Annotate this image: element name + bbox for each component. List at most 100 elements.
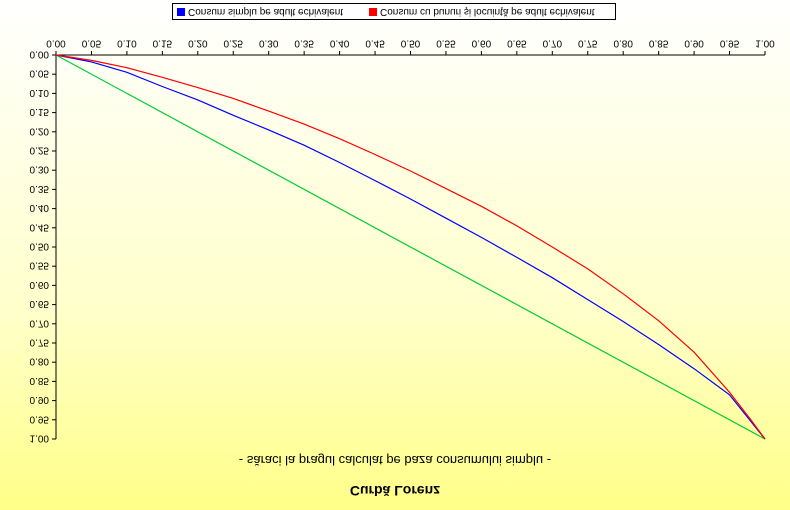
series-line-3 bbox=[55, 54, 766, 440]
chart-title-wrap: Curbă Lorenz bbox=[350, 483, 440, 499]
y-tick-label: 0.70 bbox=[30, 317, 50, 328]
y-tick-label-wrap: 0.05 bbox=[30, 68, 50, 79]
legend-label-series-2-wrap: Consum cu bunuri şi locuinţă pe adult ec… bbox=[380, 6, 595, 17]
x-tick-label: 0.05 bbox=[82, 38, 102, 49]
series-layer bbox=[55, 54, 766, 440]
legend-label-series-1-wrap: Consum simplu pe adult echivalent bbox=[188, 6, 343, 17]
x-tick-label: 0.60 bbox=[472, 38, 492, 49]
x-tick-label-wrap: 0.55 bbox=[436, 38, 456, 49]
x-tick-label: 0.00 bbox=[46, 38, 66, 49]
x-tick-label-wrap: 0.30 bbox=[259, 38, 279, 49]
x-tick-label: 0.20 bbox=[188, 38, 208, 49]
y-tick-label-wrap: 0.20 bbox=[30, 125, 50, 136]
y-tick-label: 0.45 bbox=[30, 221, 50, 232]
y-tick-label-wrap: 0.35 bbox=[30, 183, 50, 194]
y-tick-label-wrap: 0.55 bbox=[30, 260, 50, 271]
legend-label-series-2: Consum cu bunuri şi locuinţă pe adult ec… bbox=[380, 6, 595, 17]
y-tick-label-wrap: 0.65 bbox=[30, 298, 50, 309]
y-tick-label: 0.75 bbox=[30, 337, 50, 348]
x-tick-label-wrap: 0.25 bbox=[224, 38, 244, 49]
y-tick-label: 0.15 bbox=[30, 106, 50, 117]
y-tick-label-wrap: 0.50 bbox=[30, 241, 50, 252]
legend-label-series-1: Consum simplu pe adult echivalent bbox=[188, 6, 343, 17]
x-tick-label: 0.90 bbox=[684, 38, 704, 49]
chart-title: Curbă Lorenz bbox=[350, 483, 440, 499]
x-tick-label-wrap: 1.00 bbox=[755, 38, 775, 49]
x-tick-label: 0.80 bbox=[613, 38, 633, 49]
y-tick-label-wrap: 0.45 bbox=[30, 221, 50, 232]
x-tick-label-wrap: 0.80 bbox=[613, 38, 633, 49]
y-tick-label: 0.60 bbox=[30, 279, 50, 290]
x-tick-label: 0.75 bbox=[578, 38, 598, 49]
y-tick-label-wrap: 0.00 bbox=[30, 49, 50, 60]
x-tick-label: 0.85 bbox=[649, 38, 669, 49]
y-tick-label: 0.10 bbox=[30, 87, 50, 98]
y-tick-label: 1.00 bbox=[30, 433, 50, 444]
y-tick-label: 0.05 bbox=[30, 68, 50, 79]
y-tick-label-wrap: 0.25 bbox=[30, 145, 50, 156]
x-tick-label-wrap: 0.75 bbox=[578, 38, 598, 49]
legend: Consum simplu pe adult echivalent Consum… bbox=[172, 3, 616, 20]
x-tick-label: 0.70 bbox=[543, 38, 563, 49]
y-tick-label-wrap: 1.00 bbox=[30, 433, 50, 444]
y-tick-label: 0.85 bbox=[30, 375, 50, 386]
chart-subtitle: - săraci la pragul calculat pe baza cons… bbox=[239, 453, 551, 468]
y-tick-label-wrap: 0.70 bbox=[30, 317, 50, 328]
x-tick-label-wrap: 0.40 bbox=[330, 38, 350, 49]
y-tick-label: 0.50 bbox=[30, 241, 50, 252]
series-line-1 bbox=[55, 54, 766, 440]
y-tick-label: 0.25 bbox=[30, 145, 50, 156]
x-tick-label: 0.45 bbox=[365, 38, 385, 49]
x-tick-label: 0.95 bbox=[720, 38, 740, 49]
x-axis: 0.00 0.05 0.10 0.15 0.20 0.25 0.30 0.35 0.40 0.45… bbox=[46, 38, 775, 56]
x-tick-label-wrap: 0.20 bbox=[188, 38, 208, 49]
y-tick-label-wrap: 0.85 bbox=[30, 375, 50, 386]
x-tick-label-wrap: 0.65 bbox=[507, 38, 527, 49]
legend-swatch-series-1 bbox=[177, 8, 185, 16]
y-tick-label-wrap: 0.30 bbox=[30, 164, 50, 175]
x-tick-label-wrap: 0.45 bbox=[365, 38, 385, 49]
x-tick-label: 0.55 bbox=[436, 38, 456, 49]
y-tick-label-wrap: 0.15 bbox=[30, 106, 50, 117]
x-tick-label-wrap: 0.60 bbox=[472, 38, 492, 49]
x-tick-label: 0.25 bbox=[224, 38, 244, 49]
x-tick-label-wrap: 0.10 bbox=[117, 38, 137, 49]
x-tick-label: 0.30 bbox=[259, 38, 279, 49]
x-tick-label: 0.15 bbox=[153, 38, 173, 49]
x-tick-label-wrap: 0.35 bbox=[294, 38, 314, 49]
y-tick-label-wrap: 0.40 bbox=[30, 202, 50, 213]
x-tick-label: 0.35 bbox=[294, 38, 314, 49]
chart-subtitle-wrap: - săraci la pragul calculat pe baza cons… bbox=[239, 453, 551, 468]
y-tick-label: 0.80 bbox=[30, 356, 50, 367]
y-tick-label: 0.00 bbox=[30, 49, 50, 60]
x-tick-label-wrap: 0.95 bbox=[720, 38, 740, 49]
y-tick-label: 0.65 bbox=[30, 298, 50, 309]
y-axis: 0.00 0.05 0.10 0.15 0.20 0.25 0.30 0.35 0.40 0.45… bbox=[30, 49, 57, 444]
x-tick-label-wrap: 0.05 bbox=[82, 38, 102, 49]
y-tick-label: 0.20 bbox=[30, 125, 50, 136]
y-tick-label: 0.40 bbox=[30, 202, 50, 213]
x-tick-label: 0.50 bbox=[401, 38, 421, 49]
x-tick-label: 0.40 bbox=[330, 38, 350, 49]
series-line-2 bbox=[55, 54, 766, 440]
y-tick-label-wrap: 0.10 bbox=[30, 87, 50, 98]
y-tick-label-wrap: 0.90 bbox=[30, 394, 50, 405]
x-tick-label: 1.00 bbox=[755, 38, 775, 49]
y-tick-label: 0.95 bbox=[30, 413, 50, 424]
y-tick-label: 0.55 bbox=[30, 260, 50, 271]
x-tick-label: 0.65 bbox=[507, 38, 527, 49]
x-tick-label-wrap: 0.00 bbox=[46, 38, 66, 49]
y-tick-label: 0.90 bbox=[30, 394, 50, 405]
x-tick-label-wrap: 0.85 bbox=[649, 38, 669, 49]
y-tick-label: 0.35 bbox=[30, 183, 50, 194]
y-tick-label: 0.30 bbox=[30, 164, 50, 175]
x-tick-label-wrap: 0.50 bbox=[401, 38, 421, 49]
y-tick-label-wrap: 0.60 bbox=[30, 279, 50, 290]
y-tick-label-wrap: 0.95 bbox=[30, 413, 50, 424]
y-tick-label-wrap: 0.75 bbox=[30, 337, 50, 348]
y-tick-label-wrap: 0.80 bbox=[30, 356, 50, 367]
x-tick-label: 0.10 bbox=[117, 38, 137, 49]
x-tick-label-wrap: 0.15 bbox=[153, 38, 173, 49]
x-tick-label-wrap: 0.90 bbox=[684, 38, 704, 49]
